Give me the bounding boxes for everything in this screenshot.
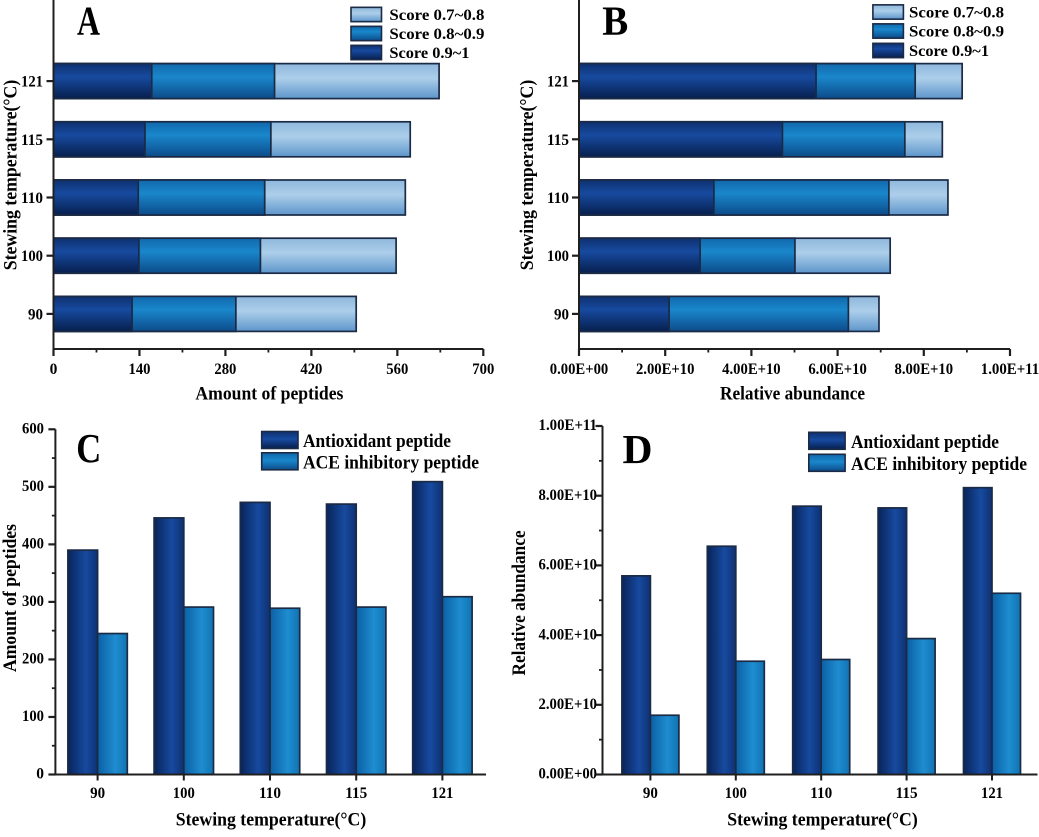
svg-text:115: 115 [345,785,367,802]
svg-text:Stewing temperature(°C): Stewing temperature(°C) [517,80,538,271]
svg-text:0.00E+00: 0.00E+00 [550,361,609,378]
svg-text:90: 90 [643,785,658,802]
svg-text:420: 420 [300,361,322,378]
svg-text:Score 0.8~0.9: Score 0.8~0.9 [909,23,1004,40]
svg-text:Antioxidant peptide: Antioxidant peptide [303,432,451,452]
svg-text:Amount of peptides: Amount of peptides [195,384,343,405]
svg-text:8.00E+10: 8.00E+10 [539,487,598,504]
svg-text:Score 0.8~0.9: Score 0.8~0.9 [389,26,484,43]
svg-text:Score 0.7~0.8: Score 0.7~0.8 [909,4,1004,21]
svg-text:90: 90 [28,306,43,323]
svg-text:C: C [76,425,101,471]
svg-text:110: 110 [810,785,832,802]
svg-text:D: D [623,426,653,472]
svg-text:500: 500 [22,478,44,495]
svg-text:2.00E+10: 2.00E+10 [539,696,598,713]
svg-text:600: 600 [22,421,44,438]
svg-text:Relative abundance: Relative abundance [509,531,530,676]
svg-text:Amount of peptides: Amount of peptides [0,524,21,672]
svg-text:100: 100 [21,248,43,265]
svg-text:280: 280 [214,361,236,378]
svg-text:Relative abundance: Relative abundance [720,384,865,405]
svg-text:1.00E+11: 1.00E+11 [981,361,1039,378]
svg-text:115: 115 [547,132,569,149]
svg-text:0: 0 [50,361,58,378]
svg-text:A: A [77,0,100,43]
svg-text:1.00E+11: 1.00E+11 [539,417,598,434]
svg-text:0: 0 [36,766,44,783]
svg-text:110: 110 [21,190,43,207]
svg-text:121: 121 [547,74,569,91]
svg-text:8.00E+10: 8.00E+10 [895,361,954,378]
svg-text:115: 115 [896,785,918,802]
svg-text:90: 90 [90,785,105,802]
svg-text:4.00E+10: 4.00E+10 [539,626,598,643]
svg-text:140: 140 [129,361,151,378]
svg-text:90: 90 [554,306,569,323]
svg-text:100: 100 [725,785,747,802]
svg-text:6.00E+10: 6.00E+10 [808,361,867,378]
svg-text:Score 0.9~1: Score 0.9~1 [389,45,469,62]
svg-text:121: 121 [21,74,43,91]
svg-text:4.00E+10: 4.00E+10 [722,361,781,378]
svg-text:121: 121 [431,785,453,802]
svg-text:110: 110 [547,190,569,207]
svg-text:560: 560 [386,361,408,378]
svg-text:115: 115 [21,132,43,149]
svg-text:Score 0.7~0.8: Score 0.7~0.8 [389,7,484,24]
svg-text:110: 110 [259,785,281,802]
svg-text:Score 0.9~1: Score 0.9~1 [909,43,989,60]
svg-text:400: 400 [22,536,44,553]
svg-text:200: 200 [22,651,44,668]
svg-text:100: 100 [547,248,569,265]
svg-text:Stewing temperature(°C): Stewing temperature(°C) [727,810,918,831]
svg-text:0.00E+00: 0.00E+00 [539,766,598,783]
svg-text:B: B [602,0,628,44]
svg-text:6.00E+10: 6.00E+10 [539,557,598,574]
svg-text:121: 121 [981,785,1003,802]
svg-text:100: 100 [22,708,44,725]
svg-text:Antioxidant peptide: Antioxidant peptide [851,433,999,453]
svg-text:Stewing temperature(°C): Stewing temperature(°C) [176,810,367,831]
svg-text:100: 100 [173,785,195,802]
svg-text:2.00E+10: 2.00E+10 [636,361,695,378]
svg-text:700: 700 [472,361,494,378]
svg-text:ACE inhibitory peptide: ACE inhibitory peptide [303,453,479,473]
svg-text:300: 300 [22,593,44,610]
svg-text:Stewing temperature(°C): Stewing temperature(°C) [1,80,22,271]
svg-text:ACE inhibitory peptide: ACE inhibitory peptide [851,455,1027,475]
